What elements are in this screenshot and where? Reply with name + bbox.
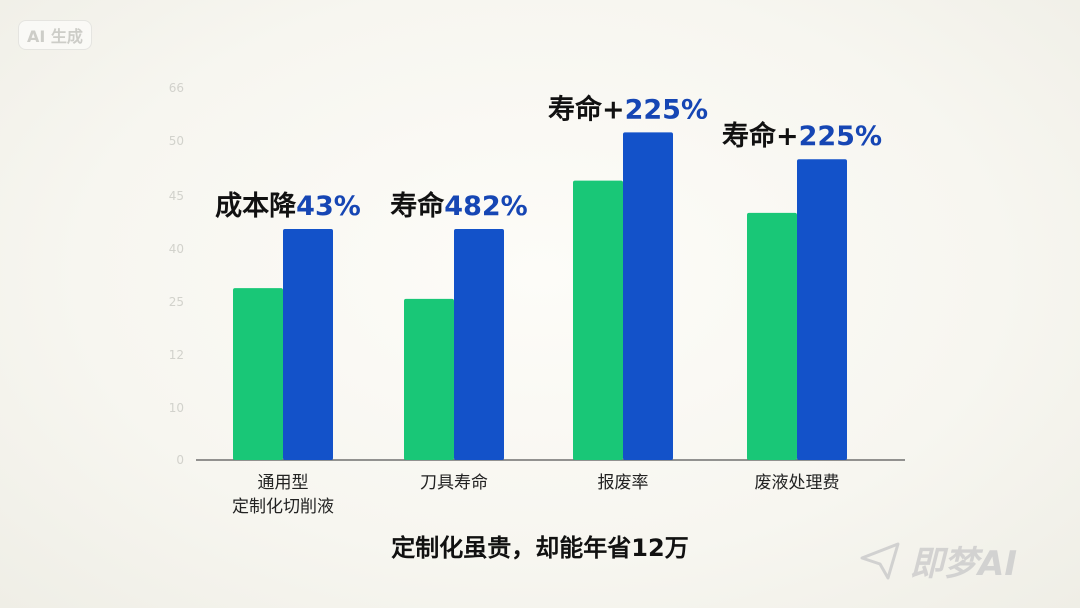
- y-tick-label: 10: [169, 401, 184, 415]
- bar-chart: 0 10 12 25 40 45 50 66 通用型定制化切削液 成本降43% 刀具寿命 寿命482%…: [169, 81, 905, 517]
- bar-blue: [283, 229, 333, 460]
- watermark: 即梦AI: [858, 536, 1017, 585]
- y-tick-label: 0: [176, 453, 184, 467]
- bar-green: [573, 180, 623, 460]
- watermark-text: 即梦AI: [910, 544, 1017, 584]
- y-tick-label: 40: [169, 242, 184, 256]
- bar-blue: [797, 159, 847, 460]
- chart-caption: 定制化虽贵，却能年省12万: [391, 534, 689, 562]
- y-tick-label: 50: [169, 134, 184, 148]
- bar-green: [747, 212, 797, 460]
- x-category-label: 报废率: [598, 473, 649, 493]
- bar-blue: [454, 229, 504, 460]
- ai-generated-badge: AI 生成: [18, 20, 92, 50]
- y-tick-label: 66: [169, 81, 184, 95]
- bar-green: [233, 288, 283, 460]
- y-tick-label: 12: [169, 348, 184, 362]
- y-tick-label: 25: [169, 295, 184, 309]
- x-category-label: 废液处理费: [755, 473, 840, 493]
- star-logo-icon: [860, 542, 900, 579]
- x-category-label: 通用型定制化切削液: [232, 473, 334, 517]
- bar-annotation: 寿命+225%: [722, 120, 882, 152]
- bar-blue: [623, 132, 673, 461]
- bar-annotation: 寿命482%: [390, 190, 527, 222]
- y-tick-label: 45: [169, 189, 184, 203]
- bar-green: [404, 298, 454, 460]
- bar-annotation: 寿命+225%: [548, 93, 708, 125]
- bar-annotation: 成本降43%: [215, 191, 361, 222]
- x-category-label: 刀具寿命: [420, 473, 488, 493]
